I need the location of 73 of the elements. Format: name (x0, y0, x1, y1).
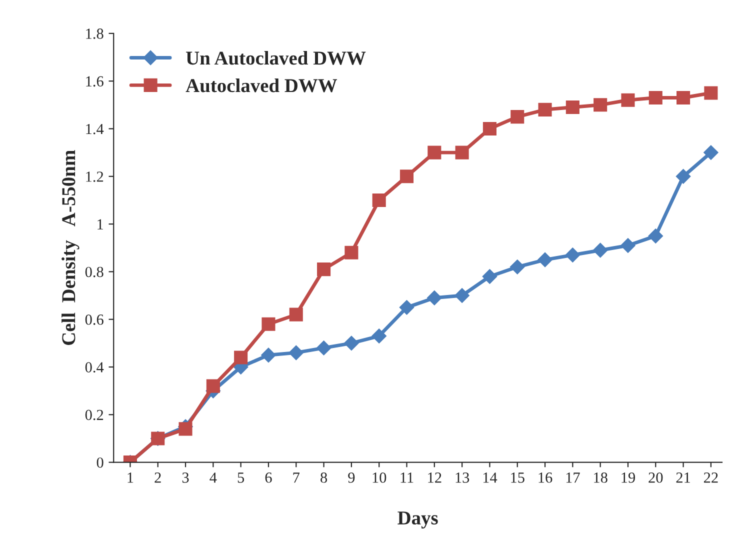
x-tick-label: 22 (704, 472, 718, 483)
point (399, 300, 414, 315)
point (289, 308, 303, 322)
x-tick-label: 7 (293, 472, 300, 483)
point (538, 102, 552, 116)
point (344, 336, 359, 351)
point (372, 193, 386, 207)
point (454, 288, 470, 303)
point (288, 345, 304, 360)
y-tick-label: 1.2 (86, 172, 104, 182)
point (704, 86, 718, 100)
point (317, 262, 331, 276)
x-tick-label: 12 (428, 472, 442, 483)
x-tick-label: 18 (594, 472, 608, 483)
x-tick-label: 2 (154, 472, 161, 483)
point (676, 90, 690, 105)
x-tick-label: 16 (538, 472, 552, 483)
x-axis-title: Days (398, 512, 438, 529)
x-tick-label: 1 (128, 472, 134, 483)
legend-label: Un Autoclaved DWW (186, 51, 366, 65)
point (648, 228, 664, 244)
x-tick-label: 14 (483, 472, 498, 483)
point (620, 238, 636, 253)
point (621, 93, 635, 107)
point (482, 269, 498, 284)
x-tick-label: 20 (648, 472, 663, 483)
x-tick-label: 10 (372, 472, 386, 483)
point (648, 90, 662, 105)
point (206, 379, 220, 393)
point (234, 350, 248, 364)
y-tick-label: 1.4 (86, 124, 104, 134)
x-tick-label: 15 (511, 472, 524, 483)
x-tick-label: 11 (400, 472, 414, 483)
y-tick-label: 0.2 (85, 410, 104, 420)
point (372, 328, 386, 344)
point (261, 348, 276, 362)
x-tick-label: 8 (320, 472, 328, 483)
point (676, 168, 691, 184)
y-tick-label: 1.6 (86, 76, 104, 87)
y-tick-label: 0.8 (85, 266, 104, 278)
point (592, 242, 608, 258)
y-tick-label: 1.8 (86, 28, 104, 39)
point (704, 145, 718, 160)
point (538, 252, 552, 268)
point (316, 340, 332, 356)
x-tick-label: 9 (348, 472, 355, 483)
point (400, 170, 414, 184)
point (178, 422, 192, 436)
x-tick-label: 4 (210, 472, 217, 483)
point (344, 246, 358, 260)
y-tick-label: 0.6 (85, 314, 104, 325)
point (455, 146, 469, 160)
point (594, 98, 608, 112)
point (565, 248, 580, 262)
x-tick-label: 6 (265, 472, 272, 483)
y-tick-label: 0 (96, 457, 104, 468)
point (428, 146, 442, 160)
point (262, 317, 276, 331)
point (566, 100, 580, 114)
x-tick-label: 5 (238, 472, 244, 483)
y-tick-label: 1 (98, 219, 103, 230)
legend-label: Autoclaved DWW (186, 78, 338, 92)
point (427, 290, 442, 306)
x-tick-label: 3 (182, 472, 189, 483)
x-tick-label: 21 (676, 472, 690, 483)
x-tick-label: 17 (566, 472, 580, 483)
y-axis-title: Cell Density A-550nm (62, 150, 80, 345)
point (482, 122, 496, 136)
x-tick-label: 13 (456, 472, 470, 483)
x-tick-label: 19 (622, 472, 635, 483)
y-tick-label: 0.4 (85, 362, 104, 373)
point (510, 110, 524, 124)
point (510, 260, 525, 274)
